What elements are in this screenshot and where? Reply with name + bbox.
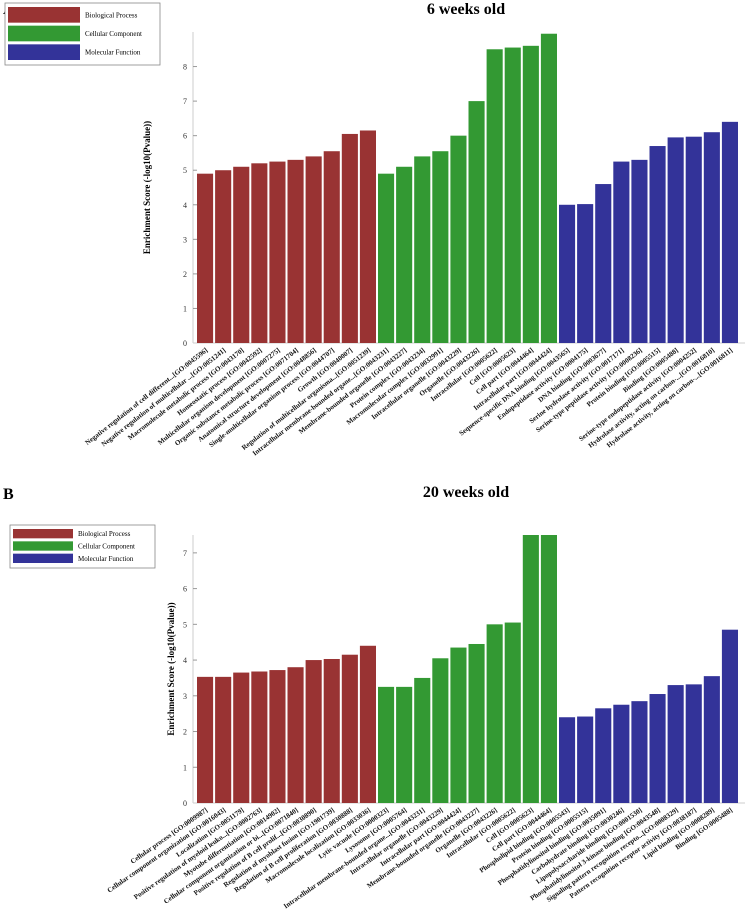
y-tick-label: 5: [183, 166, 187, 175]
bar: [305, 660, 322, 803]
bar: [595, 708, 612, 803]
bar: [486, 624, 503, 803]
panel-label-b: B: [3, 486, 14, 503]
bar: [450, 647, 467, 803]
y-tick-label: 1: [183, 763, 187, 772]
y-axis-label: Enrichment Score (-log10(Pvalue)): [166, 602, 176, 735]
bar: [667, 685, 684, 803]
bar: [215, 676, 232, 803]
bar: [287, 159, 304, 343]
chart-b: 0 1 2 3 4 5 6 7 Enrichment Score (-log10(Pvalue)…: [9, 524, 745, 910]
chart-a: 0 1 2 3 4 5 6 7 8 Enrichment Score (-log10(Pvalue…: [4, 2, 745, 457]
bar: [703, 132, 720, 343]
bar: [631, 159, 648, 343]
bar: [251, 671, 268, 803]
chart-title-a: 6 weeks old: [427, 1, 505, 18]
legend-label: Molecular Function: [78, 555, 134, 563]
y-tick-label: 2: [183, 728, 187, 737]
bar: [540, 535, 557, 803]
bar: [359, 645, 376, 803]
bar: [287, 667, 304, 803]
bar: [703, 676, 720, 803]
bar: [540, 33, 557, 343]
bar: [215, 170, 232, 343]
bar: [468, 643, 485, 803]
bar: [595, 184, 612, 343]
bar: [685, 136, 702, 343]
y-tick-label: 4: [183, 201, 187, 210]
legend-label: Biological Process: [85, 11, 138, 19]
bar: [396, 686, 413, 803]
bar: [685, 684, 702, 803]
y-tick-label: 6: [183, 132, 187, 141]
y-axis-label: Enrichment Score (-log10(Pvalue)): [142, 121, 152, 254]
bar: [269, 670, 286, 803]
bar: [396, 166, 413, 343]
y-tick-label: 3: [183, 692, 187, 701]
legend-label: Cellular Component: [78, 543, 135, 551]
bar: [305, 156, 322, 343]
bar: [613, 161, 630, 343]
bar: [269, 161, 286, 343]
chart-title-b: 20 weeks old: [423, 484, 509, 501]
bar: [504, 47, 521, 344]
bar: [631, 701, 648, 803]
bar: [251, 163, 268, 343]
bar: [323, 658, 340, 803]
bar: [233, 166, 250, 343]
bar: [414, 677, 431, 803]
legend-swatch: [8, 25, 80, 42]
y-tick-label: 3: [183, 235, 187, 244]
y-tick-label: 1: [183, 304, 187, 313]
bar: [486, 49, 503, 344]
y-tick-label: 4: [183, 656, 187, 665]
legend: Biological Process Cellular Component Mole…: [4, 2, 161, 66]
bar: [559, 204, 576, 343]
bar: [613, 704, 630, 803]
y-tick-label: 7: [183, 97, 187, 106]
bar: [197, 173, 214, 343]
bar: [667, 137, 684, 343]
legend-label: Molecular Function: [85, 49, 141, 57]
y-tick-label: 0: [183, 339, 187, 348]
bar: [577, 204, 594, 343]
bar: [414, 156, 431, 343]
bar: [323, 151, 340, 343]
legend-label: Cellular Component: [85, 30, 142, 38]
bar: [649, 694, 666, 803]
legend-swatch: [8, 44, 80, 60]
bar: [721, 121, 738, 343]
bar: [197, 676, 214, 803]
bar: [378, 173, 395, 343]
legend-swatch: [8, 7, 80, 23]
bar: [432, 151, 449, 343]
bar: [341, 133, 358, 343]
bar: [341, 654, 358, 803]
bar: [577, 716, 594, 803]
y-tick-label: 0: [183, 799, 187, 808]
y-tick-label: 7: [183, 549, 187, 558]
bar: [649, 146, 666, 343]
bar: [450, 135, 467, 343]
bar: [432, 658, 449, 803]
legend-swatch: [13, 529, 73, 539]
bar: [378, 686, 395, 803]
y-tick-label: 5: [183, 620, 187, 629]
bar: [233, 672, 250, 803]
y-tick-label: 8: [183, 63, 187, 72]
legend-swatch: [13, 541, 73, 551]
legend: Biological Process Cellular Component Mole…: [9, 524, 156, 569]
bar: [522, 45, 539, 343]
y-tick-label: 6: [183, 585, 187, 594]
y-tick-label: 2: [183, 270, 187, 279]
bar: [504, 622, 521, 803]
bar: [559, 717, 576, 803]
legend-swatch: [13, 553, 73, 563]
bar: [468, 101, 485, 343]
bar: [721, 629, 738, 803]
legend-label: Biological Process: [78, 530, 131, 538]
bar: [522, 535, 539, 803]
bar: [359, 130, 376, 343]
